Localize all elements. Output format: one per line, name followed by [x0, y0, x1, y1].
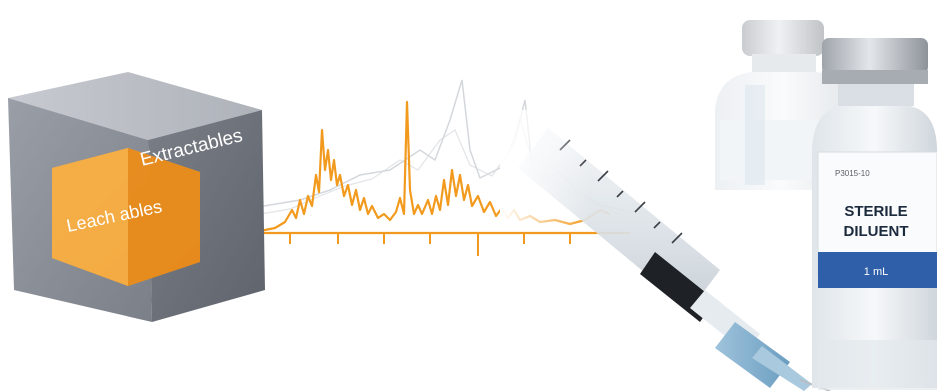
- cube-top-face: [8, 72, 262, 140]
- front-vial: [812, 38, 937, 390]
- vial-volume-text: 1 mL: [864, 266, 888, 278]
- fade-overlay: [500, 110, 590, 230]
- vial-diluent-text: DILUENT: [844, 223, 909, 240]
- vial-code-text: P3015-10: [835, 169, 870, 178]
- vial-sterile-text: STERILE: [844, 203, 907, 220]
- extractables-cube: [8, 72, 265, 322]
